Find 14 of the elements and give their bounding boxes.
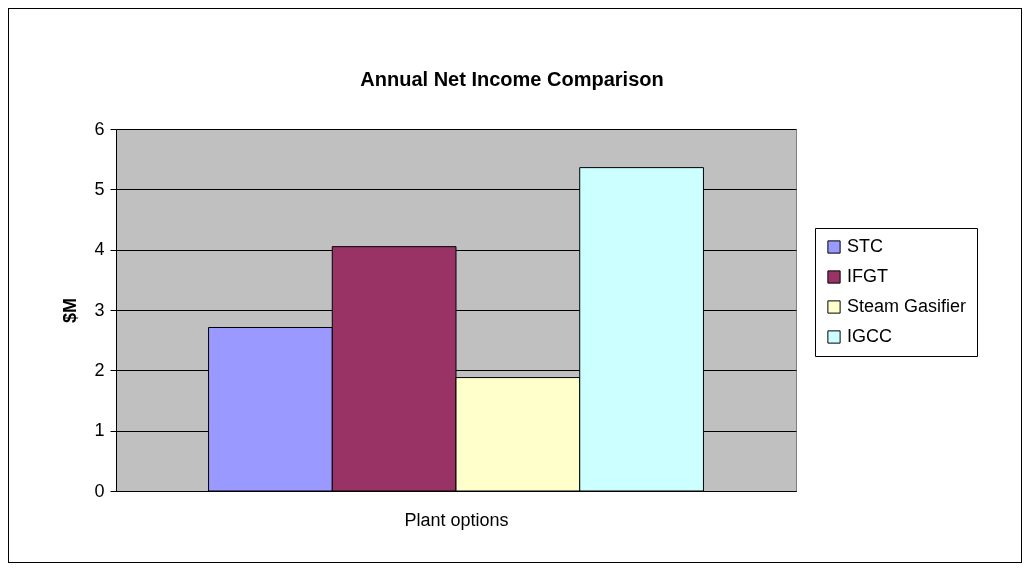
x-axis-title: Plant options <box>404 509 509 530</box>
legend-label: Steam Gasifier <box>847 296 967 316</box>
y-axis-title: $M <box>60 297 81 324</box>
y-tick-label: 6 <box>94 118 105 139</box>
y-tick-label: 4 <box>94 239 105 260</box>
y-tick-label: 2 <box>94 359 105 380</box>
chart-title: Annual Net Income Comparison <box>360 68 664 90</box>
y-tick-label: 1 <box>94 420 105 441</box>
legend-label: IGCC <box>847 326 892 346</box>
legend-label: IFGT <box>847 266 888 286</box>
legend-label: STC <box>847 236 883 256</box>
y-tick-label: 5 <box>94 178 105 199</box>
y-tick-label: 3 <box>94 299 105 320</box>
y-tick-label: 0 <box>94 480 105 501</box>
